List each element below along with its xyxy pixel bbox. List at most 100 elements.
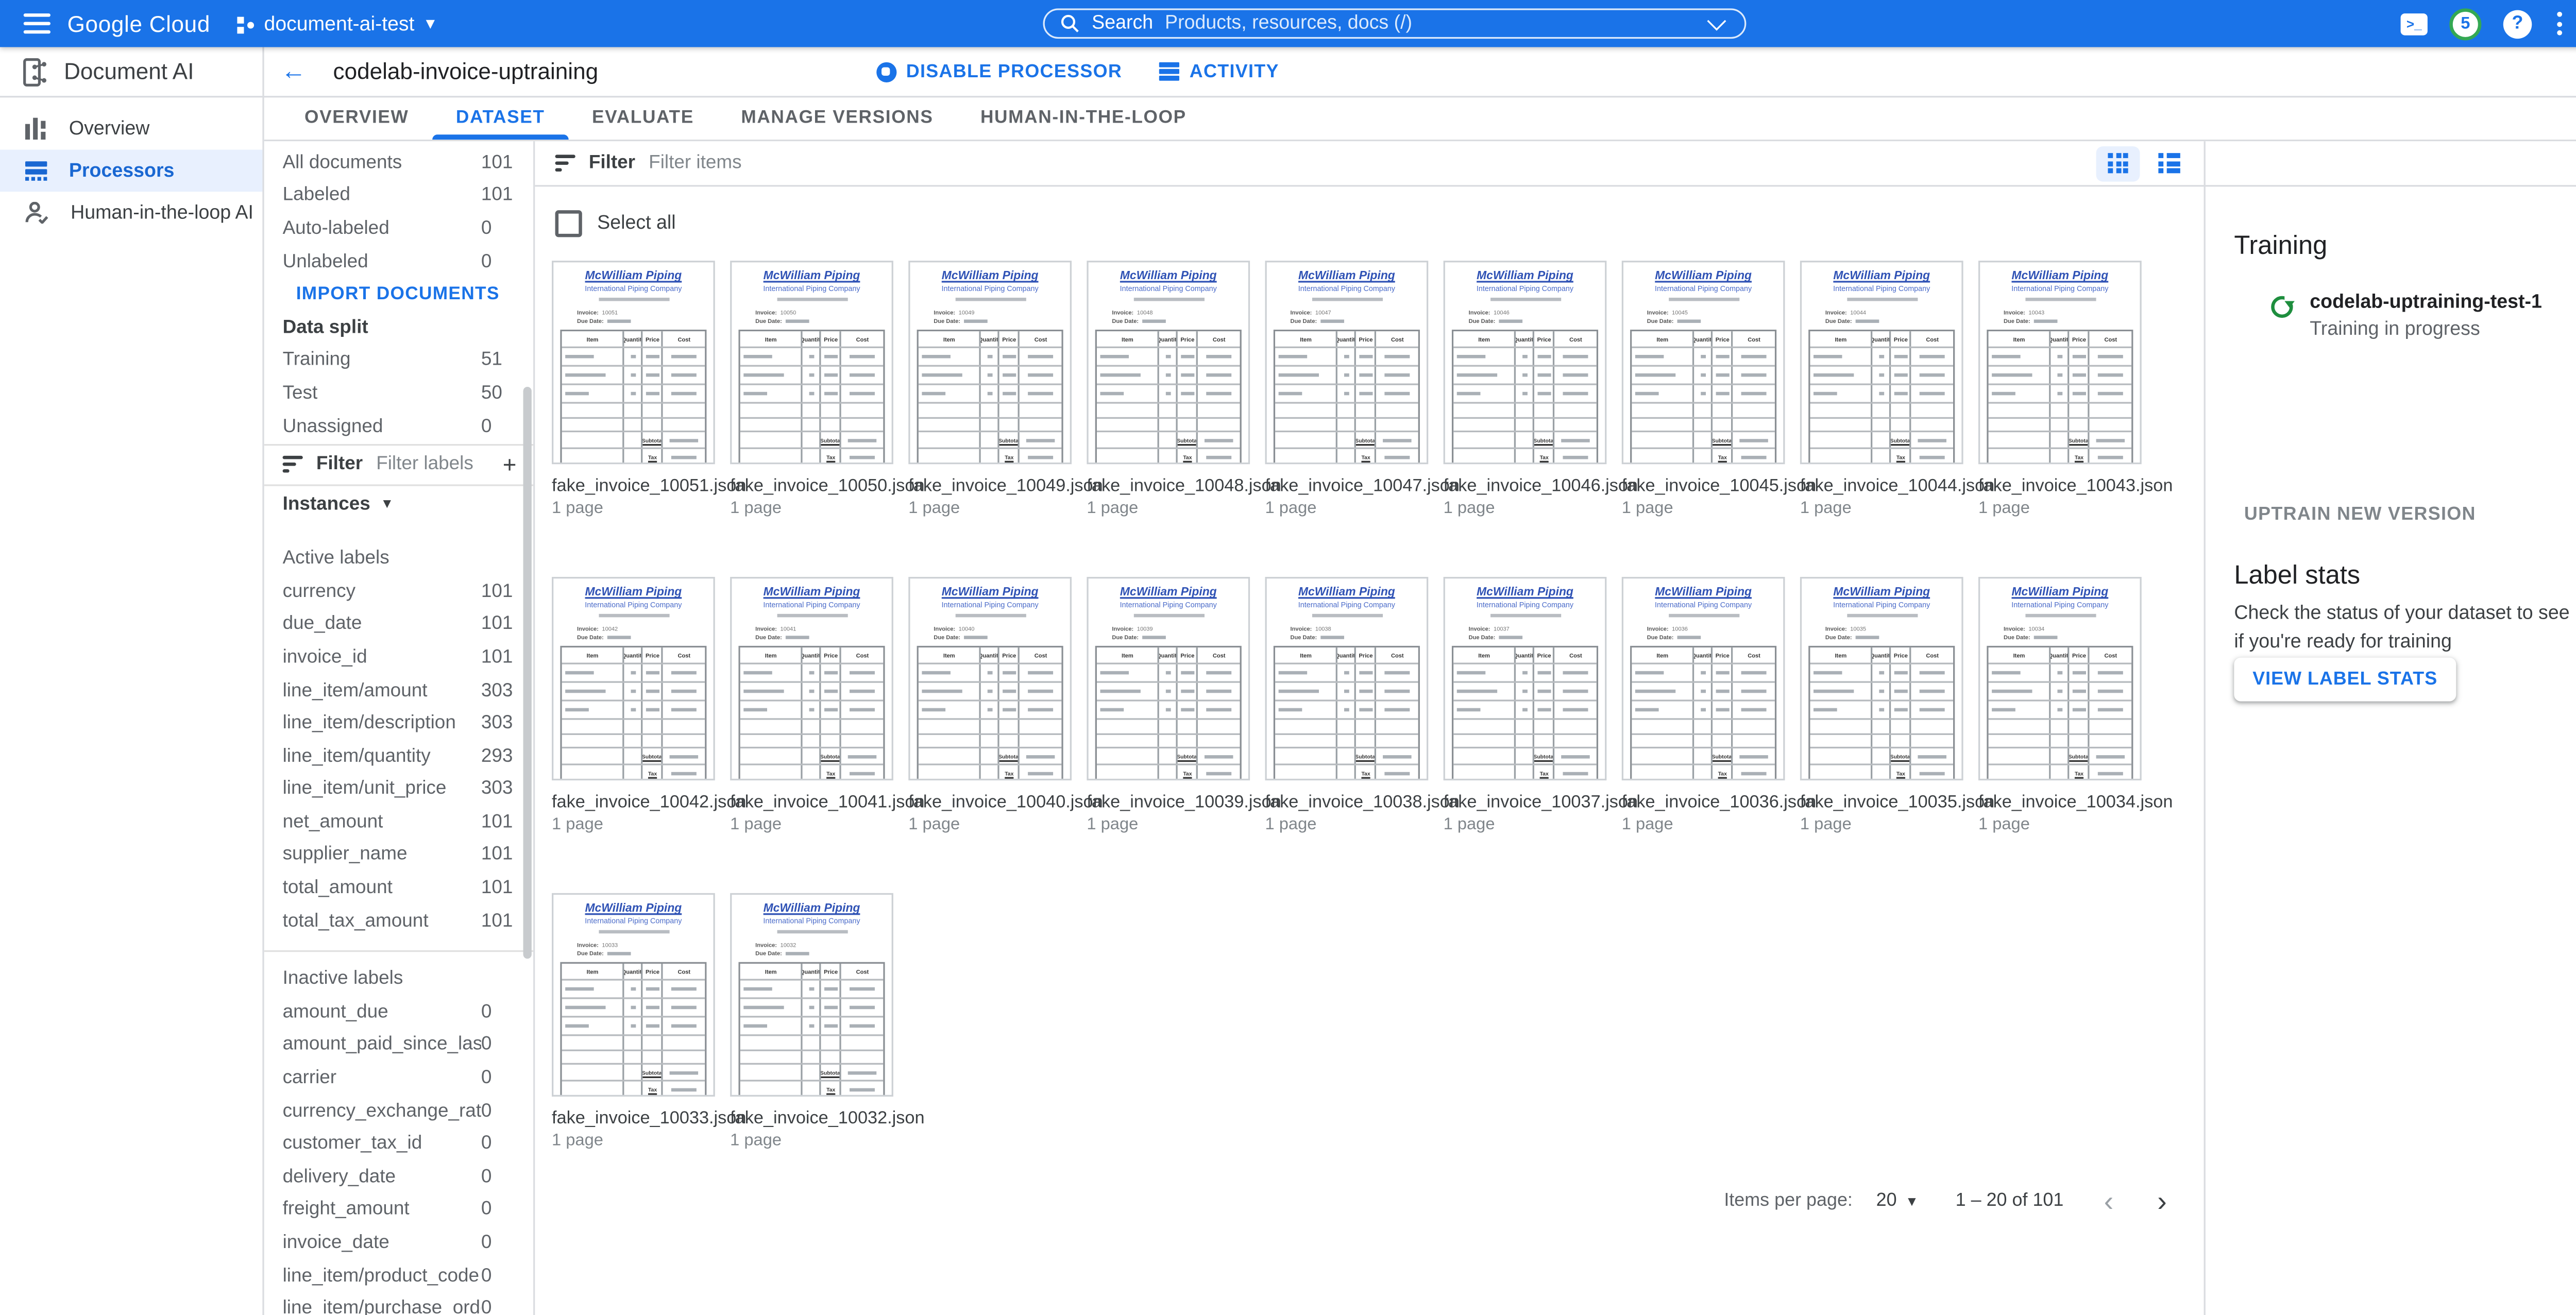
document-card[interactable]: McWilliam Piping International Piping Co… [1800,261,1995,518]
label-row[interactable]: freight_amount 0 [264,1193,533,1226]
document-card[interactable]: McWilliam Piping International Piping Co… [1087,577,1281,834]
document-thumbnail[interactable]: McWilliam Piping International Piping Co… [1087,577,1250,781]
document-thumbnail[interactable]: McWilliam Piping International Piping Co… [1800,261,1963,465]
document-filename[interactable]: fake_invoice_10046.json [1443,476,1638,497]
tab[interactable]: EVALUATE [568,96,717,140]
document-thumbnail[interactable]: McWilliam Piping International Piping Co… [730,577,893,781]
sidebar-item-overview[interactable]: Overview [0,108,262,150]
project-selector[interactable]: document-ai-test ▼ [237,12,438,36]
document-filename[interactable]: fake_invoice_10043.json [1978,476,2173,497]
filter-labels-placeholder[interactable]: Filter labels [376,454,473,475]
document-thumbnail[interactable]: McWilliam Piping International Piping Co… [552,893,715,1097]
document-thumbnail[interactable]: McWilliam Piping International Piping Co… [552,261,715,465]
document-card[interactable]: McWilliam Piping International Piping Co… [1621,577,1817,834]
stat-row[interactable]: All documents 101 [264,146,533,179]
document-card[interactable]: McWilliam Piping International Piping Co… [1443,577,1638,834]
stat-row[interactable]: Labeled 101 [264,179,533,212]
label-row[interactable]: currency 101 [264,575,533,608]
document-filename[interactable]: fake_invoice_10051.json [552,476,747,497]
previous-page-icon[interactable]: ‹ [2104,1185,2114,1217]
document-card[interactable]: McWilliam Piping International Piping Co… [1265,261,1460,518]
stat-row[interactable]: Auto-labeled 0 [264,212,533,245]
label-row[interactable]: total_amount 101 [264,872,533,904]
tab[interactable]: HUMAN-IN-THE-LOOP [957,96,1210,140]
document-thumbnail[interactable]: McWilliam Piping International Piping Co… [1443,261,1607,465]
document-filename[interactable]: fake_invoice_10032.json [730,1108,925,1129]
cloud-shell-icon[interactable]: >_ [2400,12,2428,35]
document-filename[interactable]: fake_invoice_10033.json [552,1108,747,1129]
more-options-icon[interactable] [2554,11,2566,36]
label-row[interactable]: line_item/purchase_order 0 [264,1292,533,1315]
label-row[interactable]: line_item/product_code 0 [264,1259,533,1292]
document-card[interactable]: McWilliam Piping International Piping Co… [730,893,925,1150]
tab[interactable]: OVERVIEW [281,96,432,140]
label-row[interactable]: total_tax_amount 101 [264,904,533,937]
sidebar-item-processors[interactable]: Processors [0,149,263,192]
document-filename[interactable]: fake_invoice_10037.json [1443,792,1638,813]
label-row[interactable]: line_item/quantity 293 [264,740,533,773]
document-filename[interactable]: fake_invoice_10036.json [1621,792,1817,813]
document-card[interactable]: McWilliam Piping International Piping Co… [1621,261,1817,518]
document-thumbnail[interactable]: McWilliam Piping International Piping Co… [1087,261,1250,465]
document-thumbnail[interactable]: McWilliam Piping International Piping Co… [730,893,893,1097]
document-card[interactable]: McWilliam Piping International Piping Co… [552,893,747,1150]
document-thumbnail[interactable]: McWilliam Piping International Piping Co… [908,577,1072,781]
document-filename[interactable]: fake_invoice_10035.json [1800,792,1995,813]
document-filename[interactable]: fake_invoice_10040.json [908,792,1103,813]
document-thumbnail[interactable]: McWilliam Piping International Piping Co… [730,261,893,465]
list-view-button[interactable] [2147,145,2191,181]
document-card[interactable]: McWilliam Piping International Piping Co… [908,261,1103,518]
document-filename[interactable]: fake_invoice_10048.json [1087,476,1281,497]
label-filter-bar[interactable]: Filter Filter labels + [264,446,533,483]
page-size-select[interactable]: 20 ▼ [1876,1191,1919,1211]
label-row[interactable]: due_date 101 [264,608,533,641]
label-row[interactable]: line_item/description 303 [264,707,533,740]
document-card[interactable]: McWilliam Piping International Piping Co… [1978,577,2173,834]
tab[interactable]: MANAGE VERSIONS [718,96,957,140]
add-label-icon[interactable]: + [502,451,517,479]
document-filename[interactable]: fake_invoice_10039.json [1087,792,1281,813]
stat-row[interactable]: Unlabeled 0 [264,245,533,278]
label-row[interactable]: line_item/amount 303 [264,674,533,707]
next-page-icon[interactable]: › [2157,1185,2167,1217]
document-card[interactable]: McWilliam Piping International Piping Co… [552,577,746,834]
document-thumbnail[interactable]: McWilliam Piping International Piping Co… [1978,577,2142,781]
import-documents-button[interactable]: IMPORT DOCUMENTS [296,284,500,305]
uptrain-new-version-button[interactable]: UPTRAIN NEW VERSION [2244,504,2476,525]
document-card[interactable]: McWilliam Piping International Piping Co… [1087,261,1281,518]
document-card[interactable]: McWilliam Piping International Piping Co… [908,577,1103,834]
filter-items-placeholder[interactable]: Filter items [649,153,742,174]
activity-button[interactable]: ACTIVITY [1159,61,1279,81]
document-card[interactable]: McWilliam Piping International Piping Co… [730,577,925,834]
view-label-stats-button[interactable]: VIEW LABEL STATS [2234,657,2456,702]
label-row[interactable]: line_item/unit_price 303 [264,773,533,806]
document-card[interactable]: McWilliam Piping International Piping Co… [552,261,747,518]
document-thumbnail[interactable]: McWilliam Piping International Piping Co… [1800,577,1963,781]
document-card[interactable]: McWilliam Piping International Piping Co… [730,261,925,518]
items-filter-bar[interactable]: Filter Filter items [535,141,2204,185]
label-row[interactable]: amount_due 0 [264,996,533,1029]
document-thumbnail[interactable]: McWilliam Piping International Piping Co… [1265,577,1429,781]
label-row[interactable]: net_amount 101 [264,806,533,839]
document-filename[interactable]: fake_invoice_10045.json [1621,476,1817,497]
document-thumbnail[interactable]: McWilliam Piping International Piping Co… [1978,261,2142,465]
document-filename[interactable]: fake_invoice_10044.json [1800,476,1995,497]
document-card[interactable]: McWilliam Piping International Piping Co… [1978,261,2173,518]
document-filename[interactable]: fake_invoice_10047.json [1265,476,1460,497]
label-row[interactable]: supplier_name 101 [264,839,533,872]
notifications-badge[interactable]: 5 [2449,7,2482,40]
label-row[interactable]: amount_paid_since_last_i… 0 [264,1029,533,1062]
split-row[interactable]: Test 50 [264,377,533,410]
scrollbar-thumb[interactable] [523,387,532,959]
document-thumbnail[interactable]: McWilliam Piping International Piping Co… [908,261,1072,465]
label-row[interactable]: customer_tax_id 0 [264,1128,533,1160]
document-thumbnail[interactable]: McWilliam Piping International Piping Co… [1621,577,1785,781]
document-thumbnail[interactable]: McWilliam Piping International Piping Co… [1265,261,1429,465]
search-bar[interactable]: Search Products, resources, docs (/) [1043,8,1747,39]
label-row[interactable]: invoice_id 101 [264,641,533,674]
document-filename[interactable]: fake_invoice_10038.json [1265,792,1460,813]
split-row[interactable]: Unassigned 0 [264,410,533,443]
sidebar-item-human-in-the-loop[interactable]: Human-in-the-loop AI [0,192,262,234]
google-cloud-logo[interactable]: Google Cloud [67,11,211,37]
document-filename[interactable]: fake_invoice_10034.json [1978,792,2173,813]
